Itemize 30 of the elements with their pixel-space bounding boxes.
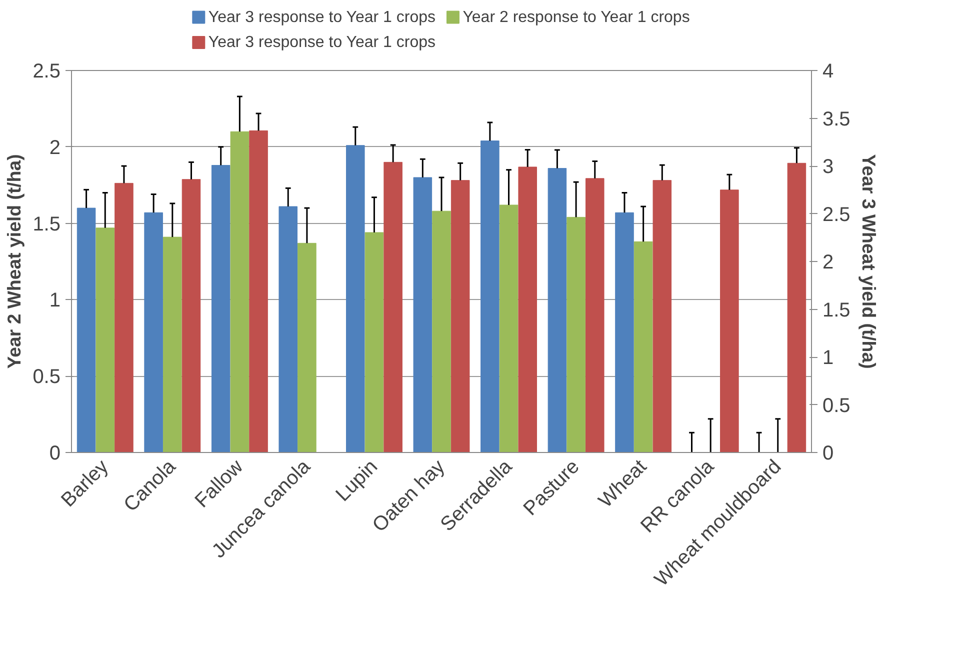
y-tick-label: 2.5	[32, 60, 61, 82]
y2-axis-title: Year 3 Wheat yield (t/ha)	[858, 154, 880, 369]
bar	[548, 168, 567, 452]
bar	[346, 145, 365, 452]
bar	[480, 140, 500, 452]
legend-label: Year 3 response to Year 1 crops	[208, 34, 436, 51]
y2-tick-label: 2	[822, 252, 834, 274]
y-tick-label: 0	[49, 442, 60, 464]
bar	[298, 242, 316, 452]
legend-label: Year 3 response to Year 1 crops	[208, 8, 436, 26]
bar	[615, 212, 634, 452]
legend-label: Year 2 response to Year 1 crops	[462, 8, 690, 26]
y2-tick-label: 3.5	[822, 108, 850, 130]
y-tick-label: 2	[49, 136, 60, 159]
y2-tick-label: 4	[822, 60, 834, 82]
y2-tick-label: 0	[822, 442, 834, 464]
bar	[413, 177, 432, 452]
bar	[211, 164, 230, 452]
y2-tick-label: 1	[822, 347, 834, 369]
y2-tick-label: 0.5	[822, 394, 850, 417]
y-tick-label: 1	[49, 290, 60, 312]
y-tick-label: 0.5	[32, 366, 61, 388]
y-tick-label: 1.5	[32, 213, 61, 236]
y2-tick-label: 2.5	[822, 204, 850, 226]
bar	[278, 206, 298, 452]
y2-tick-label: 3	[822, 156, 834, 178]
y-axis-title: Year 2 Wheat yield (t/ha)	[4, 154, 25, 369]
bar	[144, 212, 163, 452]
bar	[76, 208, 96, 452]
y2-tick-label: 1.5	[822, 299, 850, 322]
